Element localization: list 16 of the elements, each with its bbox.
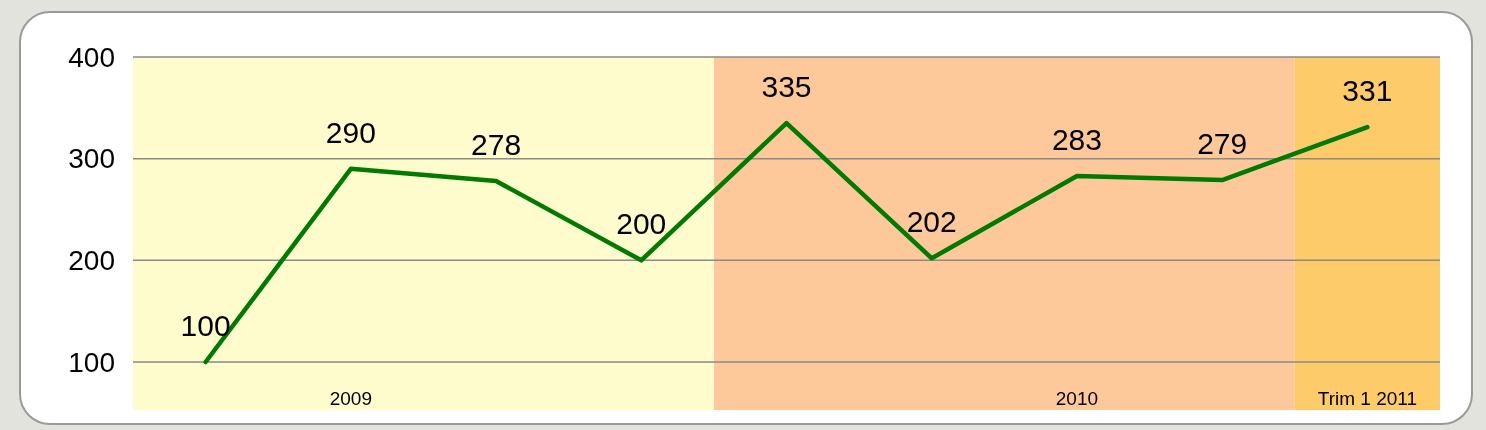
y-tick-label: 100 xyxy=(68,346,115,378)
y-tick-label: 400 xyxy=(68,41,115,73)
data-label: 278 xyxy=(471,128,522,162)
data-label: 335 xyxy=(761,70,812,104)
data-label: 331 xyxy=(1342,74,1393,108)
data-label: 290 xyxy=(325,115,376,149)
y-tick-label: 200 xyxy=(68,245,115,277)
data-label: 283 xyxy=(1051,122,1102,156)
x-tick-label: 2010 xyxy=(1055,388,1099,409)
x-tick-label: Trim 1 2011 xyxy=(1317,388,1418,409)
data-label: 279 xyxy=(1197,127,1248,161)
y-tick-label: 300 xyxy=(68,143,115,175)
data-label: 100 xyxy=(180,309,231,342)
data-label: 200 xyxy=(616,207,667,241)
x-tick-label: 2009 xyxy=(329,388,372,409)
data-label: 202 xyxy=(906,205,957,239)
